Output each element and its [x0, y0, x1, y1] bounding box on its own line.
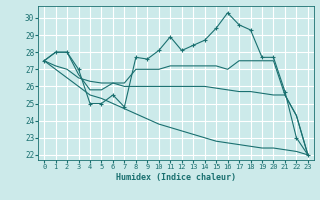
- X-axis label: Humidex (Indice chaleur): Humidex (Indice chaleur): [116, 173, 236, 182]
